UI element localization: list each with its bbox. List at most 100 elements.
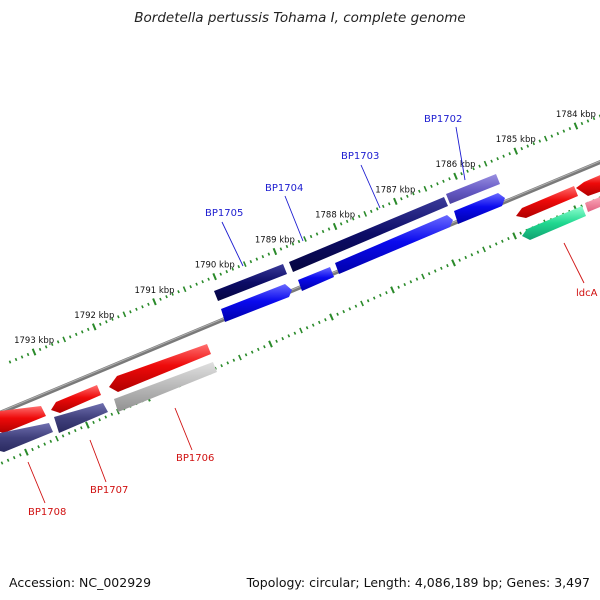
minor-tick <box>50 342 54 347</box>
minor-tick <box>165 295 168 299</box>
minor-tick <box>293 331 297 335</box>
minor-tick <box>249 259 253 264</box>
minor-tick <box>400 197 403 201</box>
minor-tick <box>305 326 309 330</box>
gene-arrow[interactable] <box>51 385 101 413</box>
gene-label-bp1702[interactable]: BP1702 <box>424 114 462 125</box>
minor-tick <box>105 320 108 324</box>
major-tick <box>91 323 97 331</box>
minor-tick <box>62 336 67 343</box>
minor-tick <box>287 334 291 338</box>
gene-arrow[interactable] <box>114 362 217 412</box>
gene-arrow[interactable] <box>522 206 586 240</box>
gene-arrow[interactable] <box>585 195 600 212</box>
gene-label-bp1705[interactable]: BP1705 <box>205 208 243 219</box>
minor-tick <box>14 357 18 362</box>
minor-tick <box>482 246 486 253</box>
minor-tick <box>275 339 278 343</box>
gene-labels: BP1702 BP1703 BP1704 BP1705 ldcA BP1706 … <box>28 114 598 518</box>
gene-arrow[interactable] <box>289 197 448 272</box>
minor-tick <box>317 320 321 325</box>
minor-tick <box>99 322 102 326</box>
minor-tick <box>418 189 421 193</box>
major-tick <box>272 247 278 256</box>
minor-tick <box>490 159 493 163</box>
minor-tick <box>38 347 42 351</box>
major-tick <box>453 172 458 180</box>
tick-label-1786: 1786 kbp <box>436 160 476 170</box>
minor-tick <box>470 253 474 257</box>
minor-tick <box>226 361 230 365</box>
genome-backbone <box>0 160 600 415</box>
minor-tick <box>279 247 283 251</box>
minor-tick <box>406 194 409 198</box>
genome-summary-text: Topology: circular; Length: 4,086,189 bp… <box>246 575 590 590</box>
gene-arrow[interactable] <box>335 215 453 274</box>
gene-label-bp1707[interactable]: BP1707 <box>90 485 128 496</box>
minor-tick <box>430 184 433 188</box>
gene-arrow[interactable] <box>221 284 292 322</box>
gene-arrow[interactable] <box>516 186 578 218</box>
major-tick <box>393 197 398 205</box>
minor-tick <box>37 445 40 449</box>
major-tick <box>513 147 519 155</box>
gene-arrow[interactable] <box>109 344 211 392</box>
gene-label-bp1704[interactable]: BP1704 <box>265 183 303 194</box>
gene-arrow[interactable] <box>0 406 46 433</box>
major-tick <box>212 273 217 281</box>
minor-tick <box>586 119 590 123</box>
major-tick <box>24 448 29 456</box>
minor-tick <box>207 277 210 281</box>
minor-tick <box>311 323 315 327</box>
major-tick <box>451 259 456 267</box>
minor-tick <box>182 286 187 293</box>
minor-tick <box>110 412 114 416</box>
minor-tick <box>363 210 368 217</box>
minor-tick <box>219 272 223 276</box>
minor-tick <box>117 315 120 319</box>
gene-features-forward <box>214 174 505 322</box>
minor-tick <box>345 219 349 224</box>
minor-tick <box>412 192 415 196</box>
minor-tick <box>442 179 445 183</box>
gene-arrow[interactable] <box>0 423 53 452</box>
minor-tick <box>433 269 437 273</box>
gene-arrow[interactable] <box>54 403 108 433</box>
minor-tick <box>427 272 431 276</box>
gene-arrow[interactable] <box>454 193 505 224</box>
minor-tick <box>237 264 241 269</box>
minor-tick <box>568 127 572 131</box>
minor-tick <box>375 207 379 211</box>
minor-tick <box>409 280 413 284</box>
minor-tick <box>231 267 235 271</box>
gene-label-bp1708[interactable]: BP1708 <box>28 507 66 518</box>
minor-tick <box>508 152 511 156</box>
minor-tick <box>360 300 364 307</box>
gene-label-bp1706[interactable]: BP1706 <box>176 453 214 464</box>
minor-tick <box>458 258 461 262</box>
minor-tick <box>436 182 439 186</box>
major-tick <box>85 421 90 429</box>
major-tick <box>268 340 273 348</box>
tick-label-1792: 1792 kbp <box>74 311 114 321</box>
gene-arrow[interactable] <box>576 173 600 196</box>
map-title: Bordetella pertussis Tohama I, complete … <box>134 10 466 26</box>
minor-tick <box>68 335 72 339</box>
tick-label-1789: 1789 kbp <box>255 236 295 246</box>
gene-arrow[interactable] <box>446 174 500 204</box>
minor-tick <box>440 266 443 270</box>
minor-tick <box>556 131 560 136</box>
minor-tick <box>86 327 90 332</box>
minor-tick <box>61 434 65 438</box>
minor-tick <box>220 364 223 368</box>
gene-features-reverse <box>0 173 600 452</box>
minor-tick <box>342 309 346 314</box>
gene-arrow[interactable] <box>298 267 334 291</box>
gene-arrow[interactable] <box>214 264 287 301</box>
minor-tick <box>267 252 271 256</box>
minor-tick <box>327 227 331 231</box>
gene-label-bp1703[interactable]: BP1703 <box>341 151 379 162</box>
tick-label-1788: 1788 kbp <box>315 210 355 220</box>
minor-tick <box>387 202 391 206</box>
gene-label-ldca[interactable]: ldcA <box>576 288 598 299</box>
